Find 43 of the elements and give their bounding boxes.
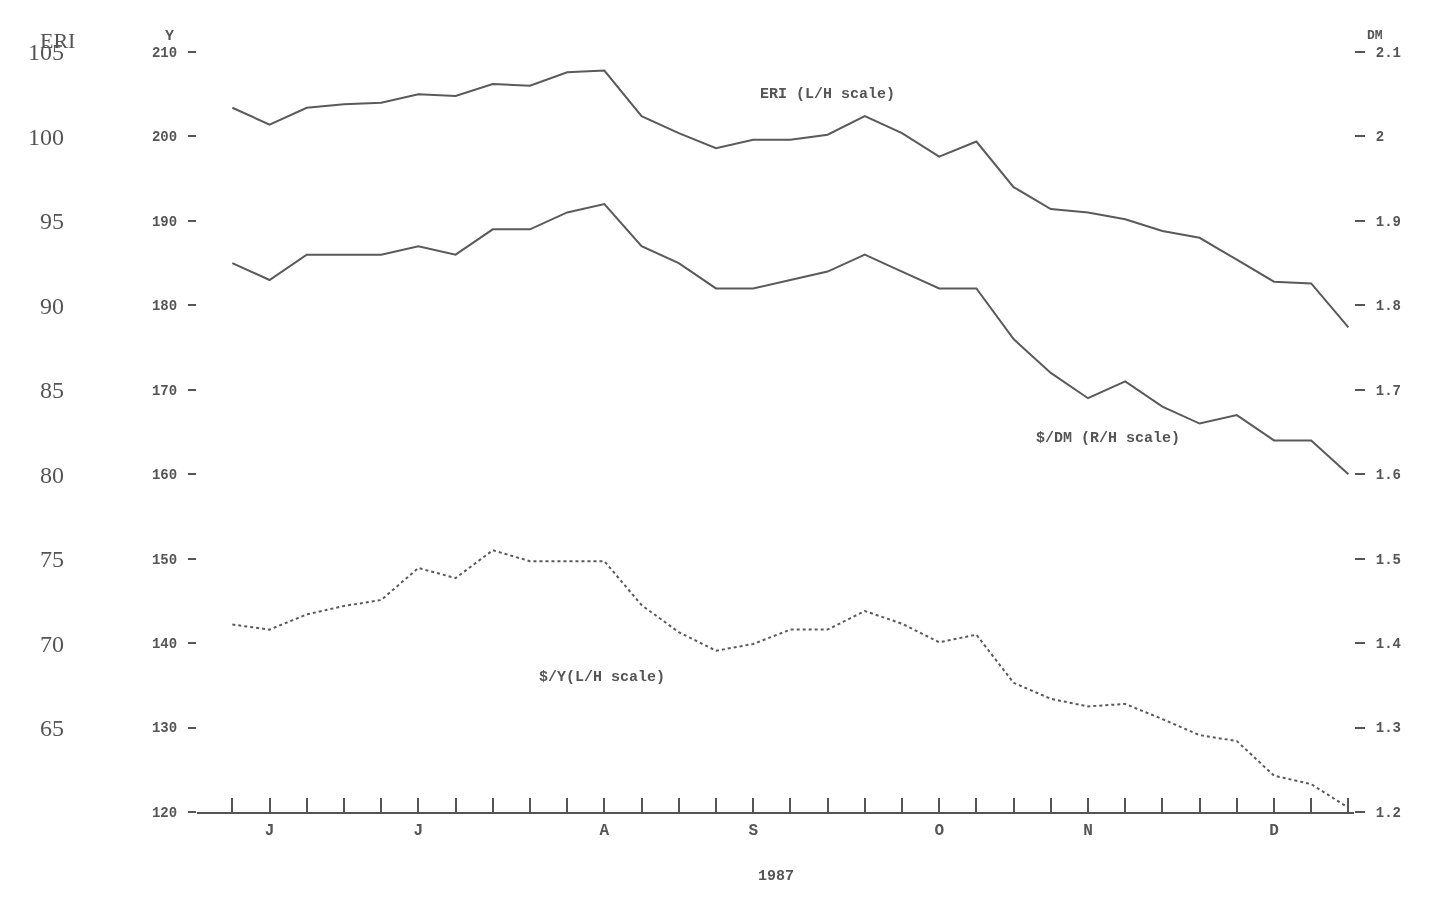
y2-tick-label: 1.6	[1375, 467, 1402, 484]
y3-tick-label: 75	[40, 546, 64, 573]
y-tick-label: 200	[151, 129, 178, 146]
series-label: $/DM (R/H scale)	[1036, 430, 1181, 447]
y3-tick-label: 65	[40, 714, 64, 741]
y2-tick-label: 2	[1375, 129, 1385, 146]
y-tick-label: 130	[151, 720, 178, 737]
y-tick-label: 140	[151, 636, 178, 653]
y-tick-label: 180	[151, 298, 178, 315]
x-tick-label: D	[1269, 822, 1279, 841]
y3-tick-label: 85	[40, 377, 64, 404]
y2-axis-title: DM	[1367, 28, 1383, 43]
y2-tick-label: 1.9	[1375, 213, 1402, 230]
y2-tick-label: 1.2	[1375, 804, 1402, 821]
x-tick-label: N	[1083, 822, 1093, 841]
x-tick-label: J	[413, 822, 424, 841]
y3-tick-label: 95	[40, 208, 64, 235]
y2-tick-label: 1.4	[1375, 636, 1402, 653]
y2-tick-label: 1.8	[1375, 298, 1402, 315]
y3-tick-label: 70	[40, 630, 64, 657]
x-tick-label: A	[599, 822, 610, 841]
text: $/Y(L/H scale)	[539, 669, 666, 686]
line-series	[231, 203, 1350, 476]
y2-tick-label: 1.5	[1375, 551, 1402, 568]
y3-tick-label: 100	[28, 123, 64, 150]
y-tick-label: 120	[151, 804, 178, 821]
y-tick-label: 150	[151, 551, 178, 568]
x-tick-label: J	[264, 822, 275, 841]
y-axis-title: Y	[165, 28, 175, 45]
y-tick-label: 210	[151, 44, 178, 61]
y-tick-label: 170	[151, 382, 178, 399]
x-tick-label: O	[934, 822, 945, 841]
series-label: ERI (L/H scale)	[760, 86, 896, 103]
y-tick-label: 190	[151, 213, 178, 230]
x-tick-label: S	[748, 822, 759, 841]
y-tick-label: 160	[151, 467, 178, 484]
y2-tick-label: 1.7	[1375, 382, 1402, 399]
x-axis-title: 1987	[758, 868, 795, 885]
y2-tick-label: 1.3	[1375, 720, 1402, 737]
y3-tick-label: 90	[40, 292, 64, 319]
line-series	[231, 69, 1350, 329]
y3-tick-label: 80	[40, 461, 64, 488]
y2-tick-label: 2.1	[1375, 44, 1402, 61]
